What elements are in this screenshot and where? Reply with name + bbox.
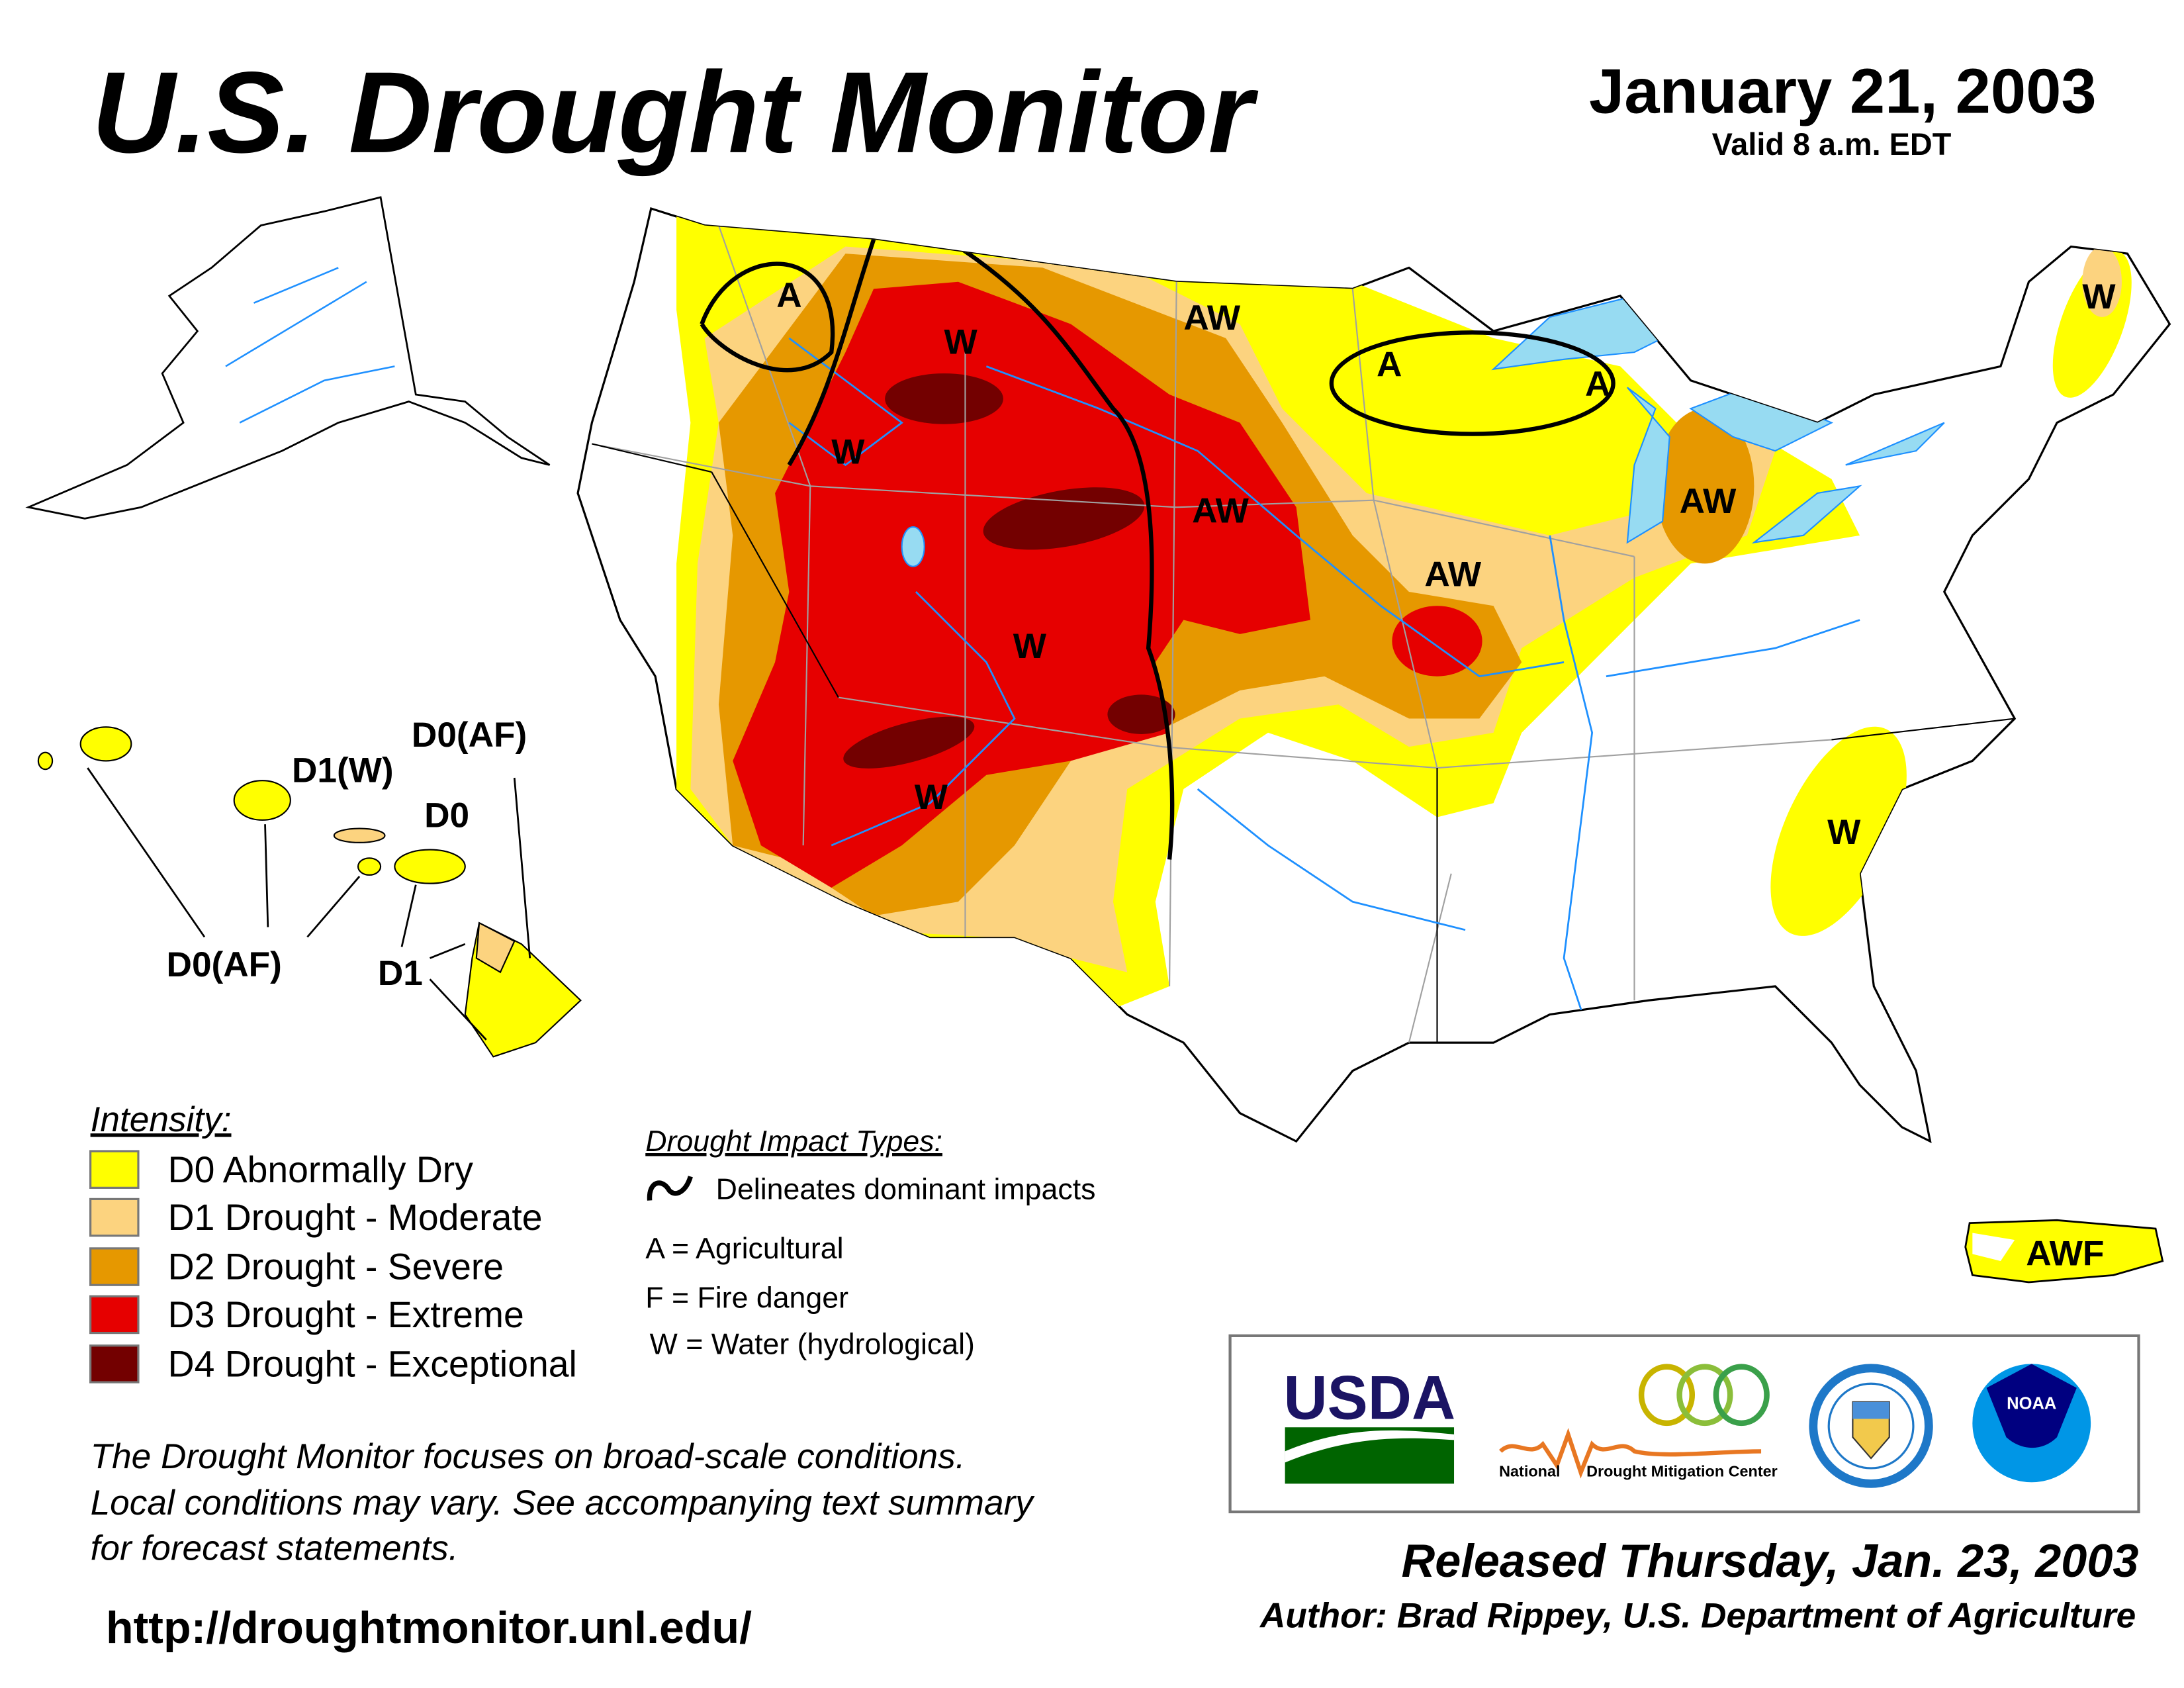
swatch-d1 (89, 1197, 140, 1237)
disclaimer-line: Local conditions may vary. See accompany… (91, 1483, 1036, 1523)
swatch-d2 (89, 1247, 140, 1286)
swatch-d3 (89, 1295, 140, 1335)
impact-label: AWF (2026, 1234, 2104, 1273)
impact-type: W = Water (hydrological) (650, 1329, 975, 1361)
usda-logo: USDA (1283, 1362, 1455, 1484)
svg-text:NOAA: NOAA (2007, 1395, 2056, 1413)
impact-label: W (1827, 813, 1861, 852)
disclaimer-line: The Drought Monitor focuses on broad-sca… (91, 1437, 966, 1476)
state-borders (592, 225, 1832, 1043)
conus-map: A W AW A A W W AW AW AW W W W (576, 207, 2171, 1144)
impact-label: W (915, 778, 948, 817)
rivers (788, 337, 1860, 1043)
ndmc-logo: National Drought Mitigation Center (1499, 1364, 1778, 1480)
legend-label: D4 Drought - Exceptional (168, 1344, 577, 1385)
impact-label: W (1013, 627, 1047, 666)
svg-text:USDA: USDA (1283, 1362, 1455, 1432)
impact-type: F = Fire danger (645, 1282, 848, 1314)
legend-label: D1 Drought - Moderate (168, 1197, 543, 1238)
website-url[interactable]: http://droughtmonitor.unl.edu/ (106, 1603, 752, 1653)
hawaii-label: D0(AF) (412, 716, 527, 755)
hawaii-label: D0(AF) (167, 945, 282, 984)
black-borders (592, 443, 2015, 1043)
hawaii-label: D0 (424, 796, 469, 835)
impact-type: A = Agricultural (645, 1233, 843, 1265)
impact-title: Drought Impact Types: (645, 1125, 942, 1158)
release-date: Released Thursday, Jan. 23, 2003 (1402, 1534, 2139, 1587)
impact-label: AW (1183, 299, 1240, 338)
impact-lines (700, 238, 1615, 860)
alaska-map (25, 196, 551, 520)
impact-label: A (1377, 345, 1402, 384)
valid-time: Valid 8 a.m. EDT (1712, 127, 1952, 162)
legend-label: D0 Abnormally Dry (168, 1149, 474, 1190)
intensity-title: Intensity: (91, 1100, 232, 1139)
impact-label: AW (1424, 555, 1481, 594)
impact-label: AW (1680, 482, 1737, 521)
impact-legend: Drought Impact Types: Delineates dominan… (645, 1125, 1095, 1361)
legend-label: D3 Drought - Extreme (168, 1294, 524, 1335)
puerto-rico-map: AWF (1964, 1219, 2164, 1284)
hawaii-label: D1(W) (292, 751, 394, 790)
impact-label: W (2082, 277, 2116, 316)
impact-line-label: Delineates dominant impacts (716, 1173, 1096, 1205)
impact-label: A (776, 276, 801, 315)
page-title: U.S. Drought Monitor (92, 48, 1259, 177)
impact-label: A (1585, 365, 1610, 404)
swatch-d4 (89, 1344, 140, 1383)
map-date: January 21, 2003 (1589, 56, 2097, 126)
impact-label: W (944, 322, 978, 361)
legend-label: D2 Drought - Severe (168, 1246, 504, 1288)
intensity-legend: Intensity: D0 Abnormally Dry D1 Drought … (89, 1100, 577, 1385)
svg-text:National: National (1499, 1463, 1560, 1480)
noaa-logo: NOAA (1972, 1364, 2091, 1483)
hawaii-label: D1 (378, 954, 423, 993)
impact-label: W (831, 432, 865, 471)
disclaimer-line: for forecast statements. (91, 1528, 459, 1568)
swatch-d0 (89, 1150, 140, 1189)
svg-text:Drought Mitigation Center: Drought Mitigation Center (1586, 1463, 1778, 1480)
doc-seal-logo (1809, 1364, 1933, 1488)
impact-line-icon (647, 1176, 693, 1201)
impact-label: AW (1192, 492, 1249, 531)
hawaii-map: D0(AF) D1(W) D0 D0(AF) D1 (37, 716, 582, 1058)
author: Author: Brad Rippey, U.S. Department of … (1259, 1596, 2136, 1635)
partner-logos: USDA National Drought Mitigation Center … (1228, 1334, 2140, 1514)
